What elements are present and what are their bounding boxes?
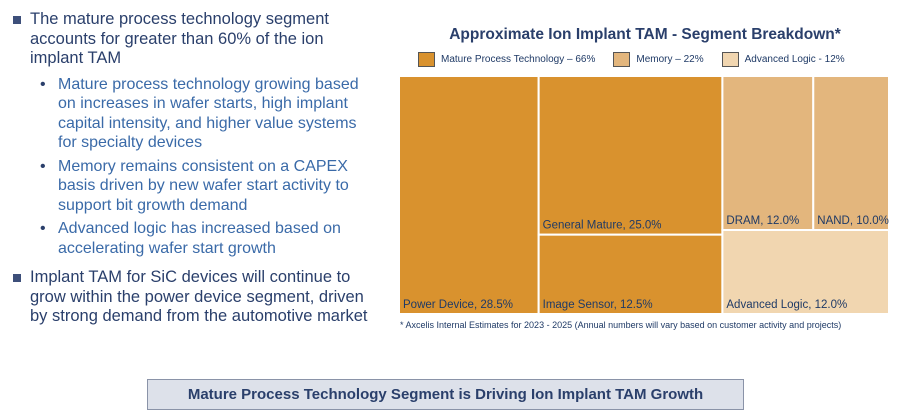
bullet-text: The mature process technology segment ac…: [30, 10, 329, 67]
chart-footnote: * Axcelis Internal Estimates for 2023 - …: [400, 320, 842, 330]
sub-bullet-item: • Mature process technology growing based…: [12, 75, 372, 153]
legend-item: Mature Process Technology – 66%: [418, 52, 595, 67]
sub-bullet-text: Advanced logic has increased based on ac…: [58, 220, 341, 257]
treemap-cell-label: Image Sensor, 12.5%: [543, 299, 653, 311]
bullet-item: The mature process technology segment ac…: [12, 10, 372, 69]
treemap-cell: [812, 76, 889, 231]
legend-item: Memory – 22%: [613, 52, 704, 67]
treemap-cell-label: General Mature, 25.0%: [543, 220, 662, 232]
treemap-cell-label: Advanced Logic, 12.0%: [726, 299, 847, 311]
legend-swatch: [721, 52, 739, 67]
treemap-cell: [537, 76, 724, 236]
sub-bullet-list: • Mature process technology growing based…: [12, 75, 372, 259]
bullet-text: Implant TAM for SiC devices will continu…: [30, 268, 368, 325]
dot-bullet-icon: •: [40, 75, 46, 93]
sub-bullet-text: Memory remains consistent on a CAPEX bas…: [58, 157, 349, 214]
dot-bullet-icon: •: [40, 157, 46, 175]
chart-title: Approximate Ion Implant TAM - Segment Br…: [449, 26, 841, 43]
sub-bullet-item: • Advanced logic has increased based on a…: [12, 219, 372, 258]
chart-legend: Mature Process Technology – 66% Memory –…: [418, 52, 845, 67]
legend-label: Advanced Logic - 12%: [744, 54, 845, 65]
bullet-item: Implant TAM for SiC devices will continu…: [12, 268, 372, 327]
legend-swatch: [418, 52, 435, 67]
bullet-list: The mature process technology segment ac…: [12, 10, 372, 327]
legend-label: Mature Process Technology – 66%: [441, 54, 596, 65]
square-bullet-icon: [13, 16, 21, 24]
treemap-cell: [399, 76, 540, 314]
treemap-cell-label: Power Device, 28.5%: [403, 299, 513, 311]
summary-banner: Mature Process Technology Segment is Dri…: [147, 379, 744, 410]
sub-bullet-text: Mature process technology growing based …: [58, 75, 359, 152]
legend-item: Advanced Logic - 12%: [721, 52, 845, 67]
treemap-cell: [537, 233, 724, 314]
dot-bullet-icon: •: [40, 220, 46, 237]
treemap-cell-label: NAND, 10.0%: [817, 215, 889, 227]
sub-bullet-item: • Memory remains consistent on a CAPEX ba…: [12, 157, 372, 216]
square-bullet-icon: [13, 274, 21, 282]
treemap-cell: [721, 76, 815, 231]
legend-label: Memory – 22%: [636, 54, 704, 65]
treemap-cell: [721, 229, 889, 314]
legend-swatch: [613, 52, 631, 67]
treemap-chart: Power Device, 28.5% General Mature, 25.0%…: [399, 76, 889, 314]
treemap-cell-label: DRAM, 12.0%: [726, 215, 799, 227]
